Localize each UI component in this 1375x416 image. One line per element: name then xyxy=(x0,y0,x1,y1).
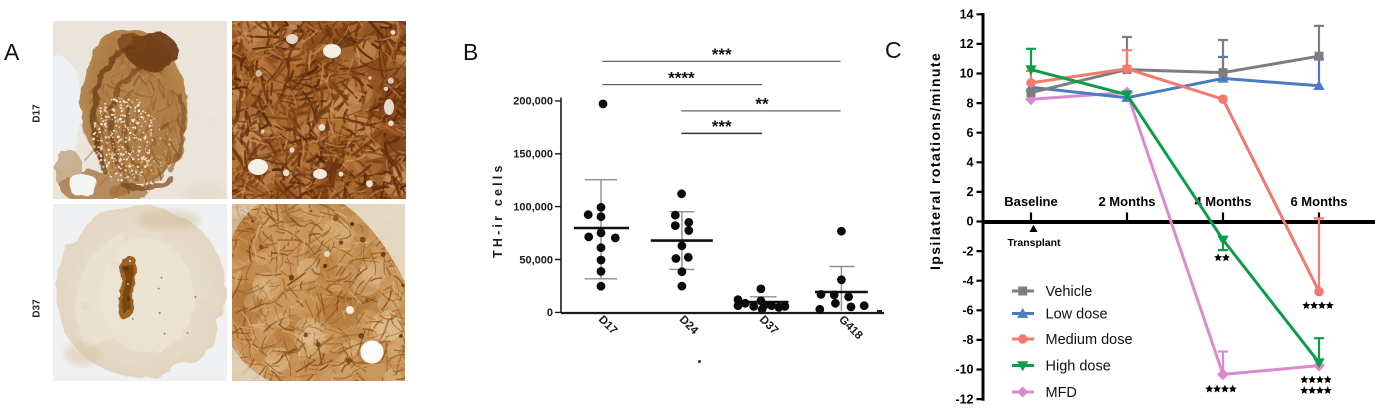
svg-text:10: 10 xyxy=(960,67,974,81)
svg-text:-10: -10 xyxy=(955,363,973,377)
svg-text:-8: -8 xyxy=(962,333,973,347)
svg-text:8: 8 xyxy=(967,96,974,110)
svg-text:12: 12 xyxy=(960,37,974,51)
svg-text:D17: D17 xyxy=(596,314,619,337)
svg-text:200,000: 200,000 xyxy=(513,96,553,108)
svg-text:150,000: 150,000 xyxy=(513,149,553,161)
svg-text:-2: -2 xyxy=(962,244,973,258)
svg-text:G418: G418 xyxy=(836,314,865,343)
svg-text:4: 4 xyxy=(967,156,974,170)
svg-text:**: ** xyxy=(755,95,769,114)
svg-text:***: *** xyxy=(712,117,732,136)
svg-text:Baseline: Baseline xyxy=(1004,194,1057,209)
svg-text:6 Months: 6 Months xyxy=(1290,194,1347,209)
svg-text:0: 0 xyxy=(967,215,974,229)
svg-text:****: **** xyxy=(668,69,695,88)
svg-text:D24: D24 xyxy=(677,314,701,338)
svg-text:MFD: MFD xyxy=(1046,385,1077,401)
svg-text:100,000: 100,000 xyxy=(513,201,553,213)
svg-text:Low dose: Low dose xyxy=(1046,307,1108,323)
svg-text:4 Months: 4 Months xyxy=(1194,194,1251,209)
svg-text:Ipsilateral rotations/minute: Ipsilateral rotations/minute xyxy=(927,52,943,270)
svg-text:TH-ir cells: TH-ir cells xyxy=(491,162,505,258)
svg-text:High dose: High dose xyxy=(1046,359,1111,375)
svg-text:0: 0 xyxy=(547,307,553,319)
svg-text:6: 6 xyxy=(967,126,974,140)
svg-text:D37: D37 xyxy=(757,314,780,337)
svg-text:-4: -4 xyxy=(962,274,973,288)
svg-text:2 Months: 2 Months xyxy=(1098,194,1155,209)
svg-text:Transplant: Transplant xyxy=(1007,237,1061,249)
svg-text:2: 2 xyxy=(967,185,974,199)
svg-text:Vehicle: Vehicle xyxy=(1046,284,1093,300)
svg-text:-12: -12 xyxy=(955,392,973,406)
svg-text:50,000: 50,000 xyxy=(519,254,553,266)
svg-text:***: *** xyxy=(712,45,732,64)
svg-text:14: 14 xyxy=(960,8,974,22)
svg-text:-6: -6 xyxy=(962,304,973,318)
svg-text:Medium dose: Medium dose xyxy=(1046,332,1133,348)
